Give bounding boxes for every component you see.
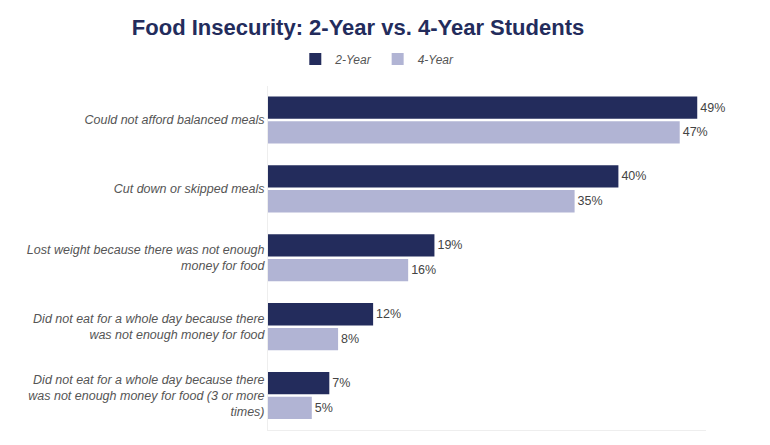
svg-text:12%: 12% bbox=[376, 307, 401, 321]
svg-text:2-Year: 2-Year bbox=[334, 53, 371, 67]
svg-text:19%: 19% bbox=[437, 238, 462, 252]
svg-text:16%: 16% bbox=[411, 263, 436, 277]
svg-text:5%: 5% bbox=[315, 401, 333, 415]
svg-text:Food Insecurity: 2-Year vs. 4-: Food Insecurity: 2-Year vs. 4-Year Stude… bbox=[132, 15, 584, 40]
svg-text:Lost weight because there was: Lost weight because there was not enough… bbox=[27, 243, 266, 273]
svg-text:47%: 47% bbox=[683, 125, 708, 139]
svg-text:7%: 7% bbox=[332, 376, 350, 390]
svg-text:40%: 40% bbox=[621, 169, 646, 183]
svg-text:Could not afford balanced meal: Could not afford balanced meals bbox=[85, 113, 265, 127]
svg-text:Cut down or skipped meals: Cut down or skipped meals bbox=[114, 182, 265, 196]
svg-text:49%: 49% bbox=[700, 101, 725, 115]
svg-text:35%: 35% bbox=[578, 194, 603, 208]
svg-text:Did not eat for a whole day be: Did not eat for a whole day because ther… bbox=[33, 312, 265, 342]
svg-text:4-Year: 4-Year bbox=[418, 53, 454, 67]
svg-text:8%: 8% bbox=[341, 332, 359, 346]
svg-text:Did not eat for a whole day be: Did not eat for a whole day because ther… bbox=[28, 373, 264, 420]
